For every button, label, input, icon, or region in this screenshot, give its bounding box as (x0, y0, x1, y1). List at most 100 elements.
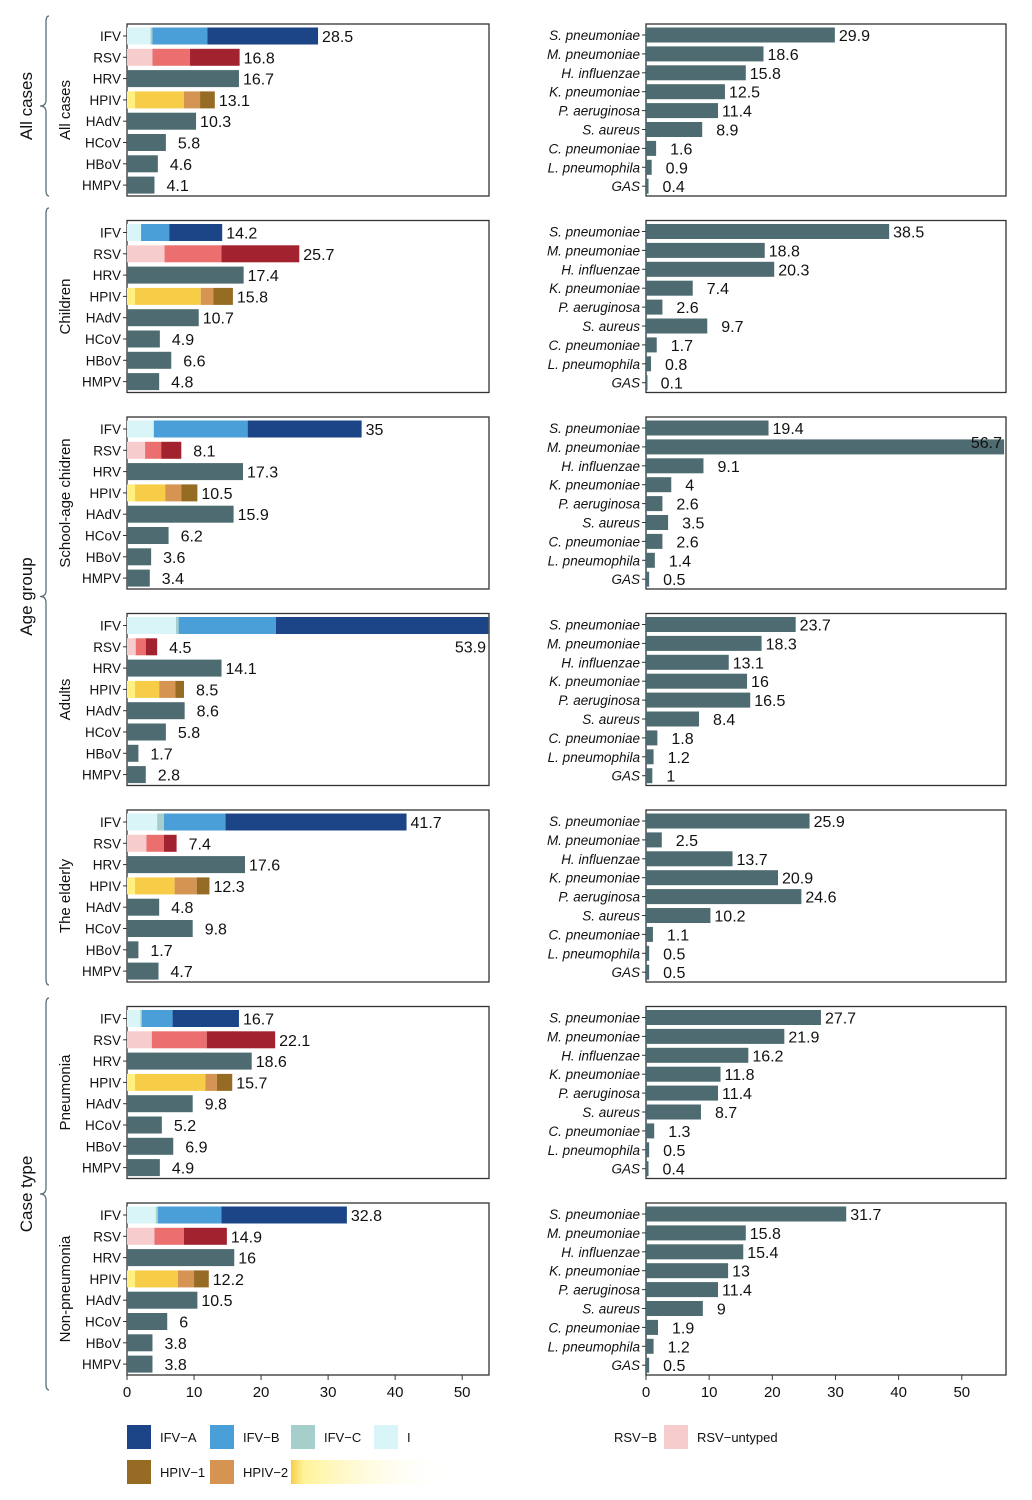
value-label-ifv: 35 (366, 422, 384, 439)
value-label-rsv: 22.1 (279, 1033, 310, 1050)
bar-gas (646, 1357, 650, 1373)
legend-swatch (291, 1425, 315, 1449)
bacteria-label-p-aeruginosa: P. aeruginosa (558, 497, 640, 512)
bar-ifv-c (140, 1010, 142, 1027)
bar-hpiv-p1 (216, 1073, 233, 1091)
virus-label-hrv: HRV (93, 858, 121, 873)
value-label-k-pneumoniae: 11.8 (725, 1067, 755, 1084)
value-label-hpiv: 15.7 (236, 1075, 267, 1092)
virus-panel-frame (126, 219, 490, 394)
legend-swatch (127, 1460, 151, 1484)
bar-rsv-untyped (127, 245, 165, 263)
bar-hcov (127, 723, 166, 741)
value-label-hadv: 4.8 (171, 900, 193, 917)
virus-label-hadv: HAdV (86, 1293, 121, 1308)
panel-label: Children (57, 279, 74, 335)
bacteria-label-c-pneumoniae: C. pneumoniae (548, 141, 640, 156)
value-label-ifv: 41.7 (411, 815, 442, 832)
bacteria-label-gas: GAS (611, 572, 640, 587)
virus-label-hrv: HRV (93, 72, 121, 87)
bar-hpiv-untyped (127, 287, 136, 305)
virus-label-hmpv: HMPV (82, 375, 121, 390)
group-label: Age group (17, 557, 36, 635)
panel-all-cases: All cases IFV 28.5 RSV 16.8 HRV 16.7 HPIV 13.1 HA… (57, 23, 1007, 197)
virus-label-hmpv: HMPV (82, 1357, 121, 1372)
bar-s-aureus (646, 515, 669, 530)
bacteria-label-p-aeruginosa: P. aeruginosa (558, 890, 640, 905)
bar-ifv-untyped (127, 27, 151, 45)
value-label-s-pneumoniae: 29.9 (839, 28, 870, 45)
value-label-s-pneumoniae: 27.7 (825, 1011, 856, 1028)
value-label-hpiv: 10.5 (201, 486, 232, 503)
bacteria-label-s-aureus: S. aureus (582, 1302, 640, 1317)
value-label-hrv: 16.7 (243, 72, 274, 89)
virus-label-rsv: RSV (93, 443, 121, 458)
legend-item-ifv-a: IFV−A (127, 1425, 197, 1449)
bar-hadv (127, 898, 160, 916)
bar-c-pneumoniae (646, 1319, 658, 1335)
value-label-s-aureus: 3.5 (682, 516, 704, 533)
bacteria-label-k-pneumoniae: K. pneumoniae (549, 871, 640, 886)
virus-label-hbov: HBoV (86, 550, 121, 565)
value-label-hbov: 6.9 (185, 1139, 207, 1156)
value-label-hcov: 6 (179, 1315, 188, 1332)
legend-item-rsv-untyped: RSV−untyped (664, 1425, 778, 1449)
bacteria-label-h-influenzae: H. influenzae (561, 262, 640, 277)
bar-c-pneumoniae (646, 533, 663, 549)
value-label-hadv: 8.6 (197, 704, 219, 721)
value-label-s-aureus: 8.4 (713, 712, 735, 729)
value-label-c-pneumoniae: 1.8 (671, 731, 693, 748)
bar-rsv-a (152, 48, 191, 66)
bacteria-label-s-pneumoniae: S. pneumoniae (549, 225, 640, 240)
bacteria-label-k-pneumoniae: K. pneumoniae (549, 674, 640, 689)
legend-item-hpiv-2: HPIV−2 (210, 1460, 288, 1484)
value-label-k-pneumoniae: 4 (685, 478, 694, 495)
bar-hbov (127, 1137, 174, 1155)
tick-label: 0 (123, 1384, 131, 1401)
value-label-s-aureus: 10.2 (714, 909, 745, 926)
bar-h-influenzae (646, 458, 704, 474)
bacteria-label-s-aureus: S. aureus (582, 319, 640, 334)
bar-k-pneumoniae (646, 280, 693, 296)
bar-ifv-untyped (127, 224, 142, 241)
value-label-h-influenzae: 20.3 (778, 262, 809, 279)
bar-s-aureus (646, 1301, 703, 1316)
virus-label-hbov: HBoV (86, 1336, 121, 1351)
tick-label: 50 (454, 1384, 471, 1401)
value-label-ifv: 32.8 (351, 1208, 382, 1225)
bar-k-pneumoniae (646, 870, 778, 886)
value-label-hrv: 17.3 (247, 465, 278, 482)
virus-label-hadv: HAdV (86, 900, 121, 915)
virus-label-hpiv: HPIV (89, 879, 121, 894)
bacteria-label-p-aeruginosa: P. aeruginosa (558, 1283, 640, 1298)
virus-label-hpiv: HPIV (89, 1075, 121, 1090)
value-label-hpiv: 12.3 (213, 879, 244, 896)
bar-h-influenzae (646, 261, 775, 277)
value-label-l-pneumophila: 1.2 (668, 1339, 690, 1356)
value-label-k-pneumoniae: 20.9 (782, 871, 813, 888)
bacteria-label-k-pneumoniae: K. pneumoniae (549, 1264, 640, 1279)
value-label-k-pneumoniae: 13 (732, 1264, 750, 1281)
panel-non-pneumonia: Non-pneumonia IFV 32.8 RSV 14.9 HRV 16 HPIV 12.2… (57, 1202, 1007, 1376)
legend-label: HPIV−2 (243, 1465, 288, 1480)
value-label-ifv: 53.9 (455, 640, 486, 657)
bacteria-label-gas: GAS (611, 769, 640, 784)
value-label-m-pneumoniae: 18.6 (767, 47, 798, 64)
value-label-hmpv: 2.8 (158, 768, 180, 785)
panel-label: The elderly (57, 858, 74, 933)
bar-m-pneumoniae (646, 635, 762, 651)
value-label-hcov: 5.2 (174, 1118, 196, 1135)
bar-p-aeruginosa (646, 1085, 718, 1101)
group-label: Case type (17, 1156, 36, 1233)
legend-item-rsv-b: RSV−B (614, 1430, 657, 1445)
value-label-hrv: 17.4 (248, 268, 279, 285)
bar-s-aureus (646, 122, 703, 137)
bar-hpiv-p3 (135, 484, 166, 502)
value-label-c-pneumoniae: 1.6 (670, 141, 692, 158)
bar-k-pneumoniae (646, 477, 672, 493)
value-label-hmpv: 4.1 (166, 178, 188, 195)
bar-ifv-a (247, 420, 362, 438)
value-label-hbov: 6.6 (183, 353, 205, 370)
bar-s-pneumoniae (646, 27, 835, 43)
bar-rsv-untyped (127, 1031, 152, 1049)
